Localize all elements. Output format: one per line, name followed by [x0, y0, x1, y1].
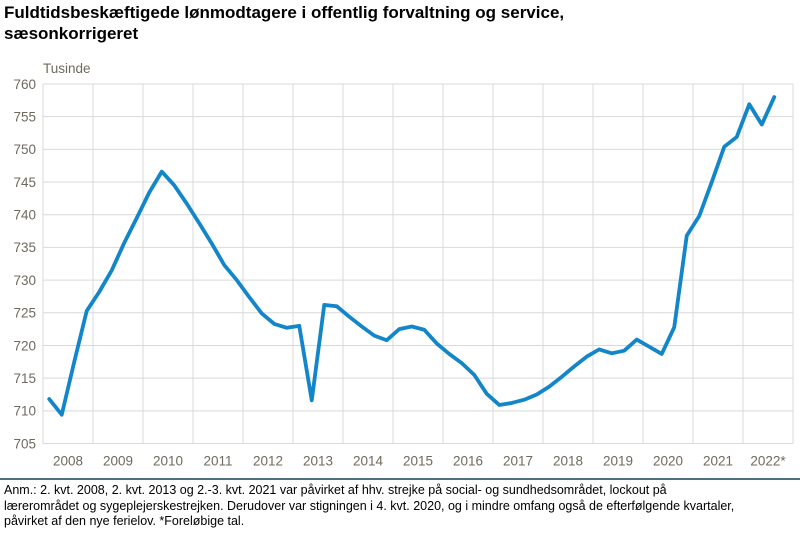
y-tick-label: 750	[13, 142, 36, 157]
x-tick-label: 2012	[253, 454, 283, 469]
x-tick-label: 2011	[203, 454, 232, 469]
x-tick-label: 2014	[353, 454, 384, 469]
x-tick-label: 2018	[553, 454, 583, 469]
x-tick-label: 2009	[103, 454, 133, 469]
y-tick-label: 755	[13, 109, 36, 124]
chart-svg: 760 755 750 745 740 735 730 725 720 715 710 705 2008…	[13, 61, 794, 469]
x-tick-label: 2017	[503, 454, 533, 469]
y-tick-label: 715	[13, 371, 36, 386]
footnote: Anm.: 2. kvt. 2008, 2. kvt. 2013 og 2.-3…	[4, 483, 798, 530]
x-tick-label: 2021	[703, 454, 733, 469]
y-axis-unit-label: Tusinde	[43, 61, 91, 76]
x-tick-label: 2016	[453, 454, 483, 469]
page-title-line-2: sæsonkorrigeret	[4, 24, 139, 43]
x-tick-label: 2008	[53, 454, 83, 469]
footnote-line-2: lærerområdet og sygeplejerskestrejken. D…	[4, 498, 735, 513]
x-tick-label: 2019	[603, 454, 633, 469]
y-tick-label: 735	[13, 240, 36, 255]
y-tick-label: 745	[13, 175, 36, 190]
y-tick-label: 730	[13, 273, 36, 288]
y-tick-label: 705	[13, 436, 36, 451]
footnote-line-3: påvirket af den nye ferielov. *Foreløbig…	[4, 514, 245, 529]
y-tick-label: 740	[13, 208, 36, 223]
y-tick-label: 725	[13, 306, 36, 321]
x-tick-label: 2010	[153, 454, 183, 469]
y-tick-label: 720	[13, 338, 36, 353]
data-line	[47, 95, 777, 417]
x-tick-label: 2013	[303, 454, 333, 469]
separator-rule	[0, 478, 800, 480]
page-title-line-1: Fuldtidsbeskæftigede lønmodtagere i offe…	[4, 3, 565, 22]
y-tick-label: 710	[13, 404, 36, 419]
footnote-line-1: Anm.: 2. kvt. 2008, 2. kvt. 2013 og 2.-3…	[4, 483, 667, 497]
page-title: Fuldtidsbeskæftigede lønmodtagere i offe…	[4, 2, 564, 44]
x-tick-label: 2020	[653, 454, 683, 469]
x-tick-label: 2015	[403, 454, 433, 469]
y-tick-label: 760	[13, 77, 36, 92]
x-tick-label: 2022*	[750, 454, 786, 469]
